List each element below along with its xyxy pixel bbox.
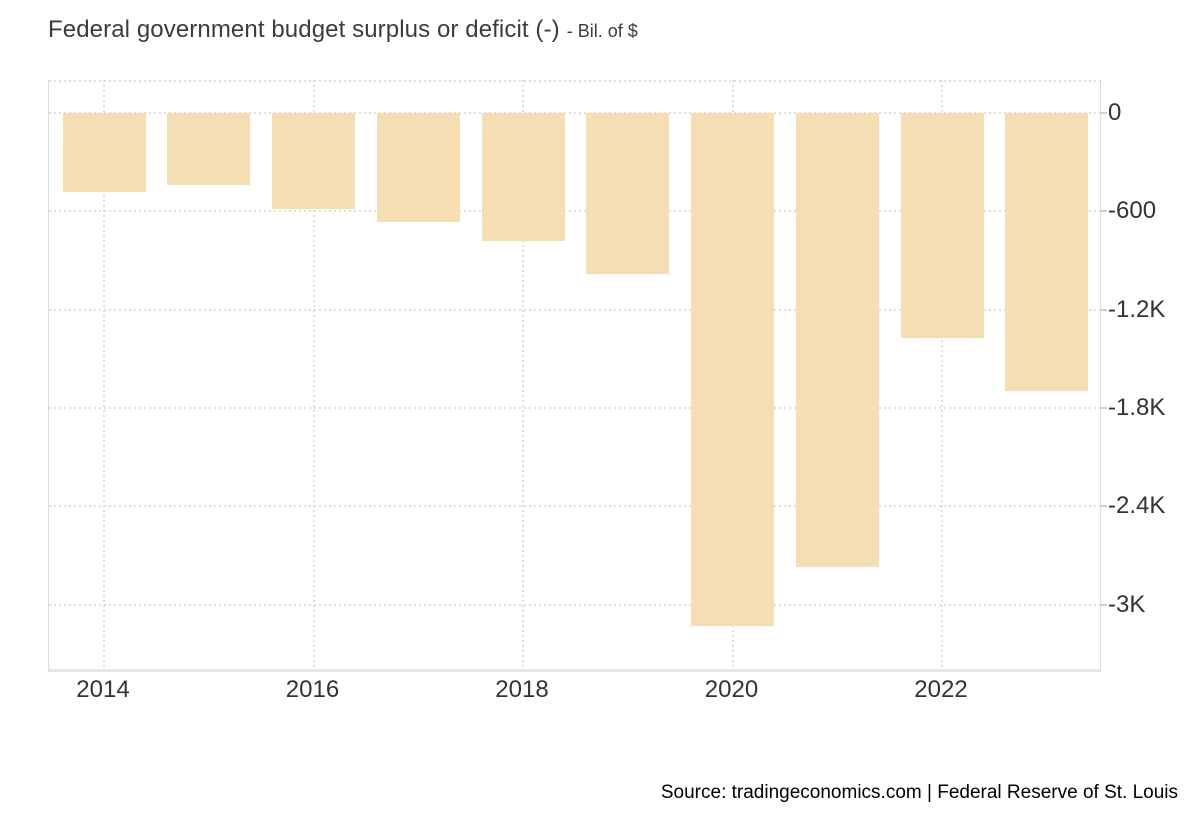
x-tick-label: 2020 [704,676,759,703]
plot-area [48,80,1101,672]
y-tick-label: 0 [1108,99,1122,126]
v-gridline [312,80,315,669]
x-tick-label: 2018 [495,676,549,703]
chart-unit-label: - Bil. of $ [566,21,638,41]
y-tick-label: -3K [1108,590,1146,618]
h-gridline [49,112,1100,114]
h-gridline [49,603,1100,606]
v-gridline [941,80,943,669]
deficit-bar[interactable] [167,113,251,186]
v-gridline [522,80,524,669]
y-tick-label: -2.4K [1108,492,1166,520]
deficit-bar[interactable] [62,113,146,193]
deficit-bar[interactable] [1005,113,1089,391]
source-attribution: Source: tradingeconomics.com | Federal R… [660,782,1178,803]
x-tick-label: 2014 [76,676,130,703]
h-gridline [49,210,1100,213]
deficit-bar[interactable] [272,113,355,209]
chart-title: Federal government budget surplus or def… [48,16,560,43]
deficit-bar[interactable] [586,113,670,275]
h-gridline [49,505,1100,508]
y-tick-mark [1100,210,1107,213]
y-tick-mark [1100,505,1107,508]
y-tick-mark [1100,603,1107,606]
deficit-bar[interactable] [691,113,774,627]
x-tick-label: 2016 [285,676,340,703]
h-gridline [49,406,1100,409]
deficit-bar[interactable] [376,113,460,222]
v-gridline [103,80,105,669]
x-tick-label: 2022 [914,676,968,703]
y-tick-mark [1100,406,1107,409]
h-gridline [49,308,1100,311]
deficit-bar[interactable] [795,113,879,568]
plot-top-border [49,80,1100,82]
y-tick-label: -1.2K [1108,295,1166,323]
y-tick-label: -1.8K [1108,393,1166,421]
y-tick-label: -600 [1108,197,1157,225]
y-tick-mark [1100,112,1107,114]
chart-header: Federal government budget surplus or def… [48,16,638,44]
deficit-bar[interactable] [481,113,565,241]
deficit-bar[interactable] [900,113,984,339]
y-tick-mark [1100,308,1107,311]
